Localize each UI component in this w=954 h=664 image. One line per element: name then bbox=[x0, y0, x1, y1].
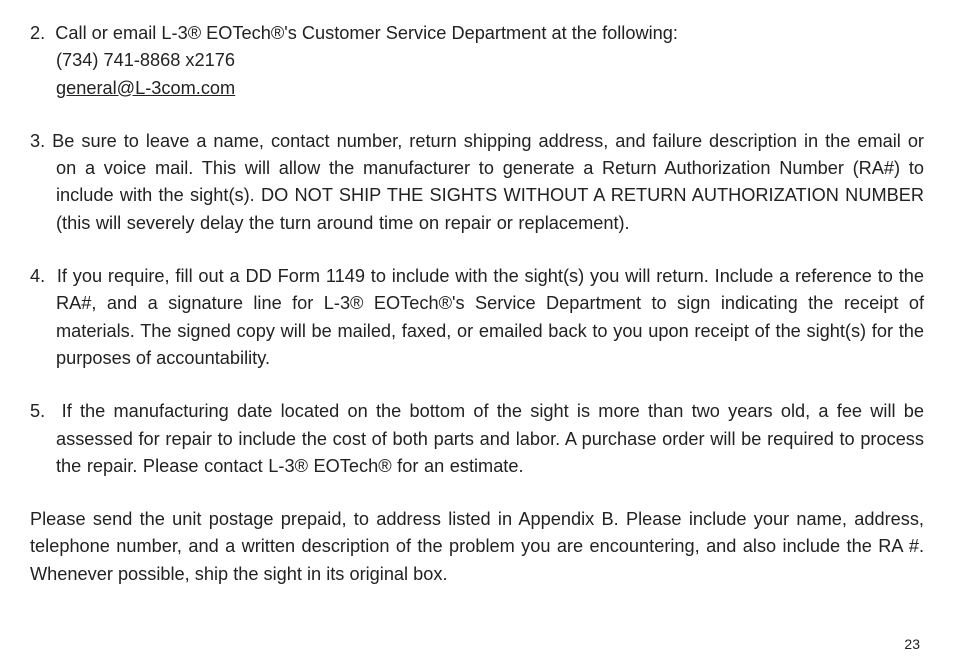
item4-text: If you require, fill out a DD Form 1149 … bbox=[56, 266, 924, 368]
list-item-2: 2. Call or email L-3® EOTech®'s Customer… bbox=[30, 20, 924, 102]
list-item-5: 5. If the manufacturing date located on … bbox=[30, 398, 924, 480]
item2-line1: 2. Call or email L-3® EOTech®'s Customer… bbox=[30, 23, 678, 43]
item5-number: 5. bbox=[30, 401, 45, 421]
closing-paragraph: Please send the unit postage prepaid, to… bbox=[30, 506, 924, 588]
item3-text: Be sure to leave a name, contact number,… bbox=[52, 131, 924, 233]
page-number: 23 bbox=[904, 636, 920, 652]
item2-email: general@L-3com.com bbox=[30, 75, 924, 102]
list-item-4: 4. If you require, fill out a DD Form 11… bbox=[30, 263, 924, 372]
item2-text: Call or email L-3® EOTech®'s Customer Se… bbox=[55, 23, 678, 43]
item2-number: 2. bbox=[30, 23, 45, 43]
item2-phone: (734) 741-8868 x2176 bbox=[30, 47, 924, 74]
list-item-3: 3. Be sure to leave a name, contact numb… bbox=[30, 128, 924, 237]
item4-number: 4. bbox=[30, 266, 45, 286]
item3-number: 3. bbox=[30, 131, 45, 151]
item5-text: If the manufacturing date located on the… bbox=[56, 401, 924, 476]
